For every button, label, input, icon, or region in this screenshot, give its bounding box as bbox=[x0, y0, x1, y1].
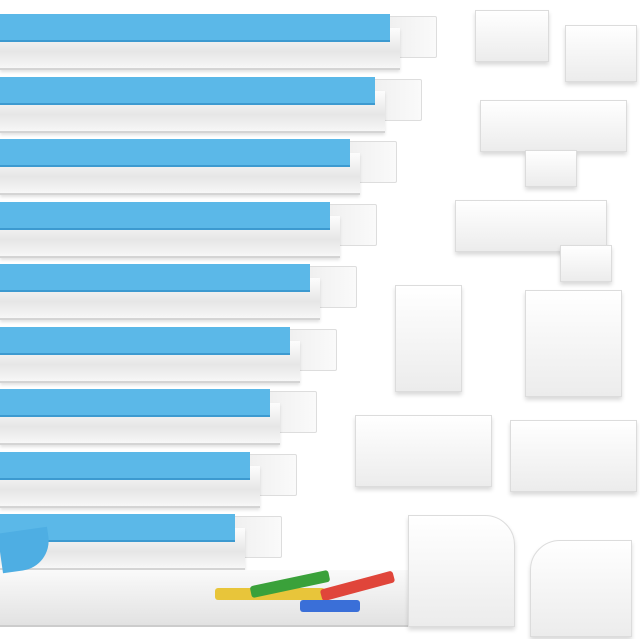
adhesive-tape bbox=[0, 326, 290, 353]
adhesive-tape bbox=[0, 76, 375, 103]
tee-fitting-2 bbox=[455, 200, 607, 252]
peeled-tape bbox=[0, 526, 53, 574]
tee-fitting-1-stem bbox=[525, 150, 577, 187]
tee-fitting-2-stem bbox=[560, 245, 612, 282]
adhesive-tape bbox=[0, 139, 350, 165]
outside-corner-2 bbox=[530, 540, 632, 637]
flat-elbow-1 bbox=[355, 415, 492, 487]
end-cap-2 bbox=[565, 25, 637, 82]
flat-elbow-2 bbox=[510, 420, 637, 492]
adhesive-tape bbox=[0, 389, 270, 415]
adhesive-tape bbox=[0, 14, 390, 40]
adhesive-tape bbox=[0, 201, 330, 228]
end-cap-1 bbox=[475, 10, 549, 62]
tee-fitting-1 bbox=[480, 100, 627, 152]
adhesive-tape bbox=[0, 451, 250, 478]
cable-blue bbox=[300, 600, 360, 612]
adhesive-tape bbox=[0, 264, 310, 290]
inside-corner-2 bbox=[525, 290, 622, 397]
outside-corner-1 bbox=[408, 515, 515, 627]
open-raceway-with-cables bbox=[0, 526, 420, 630]
inside-corner-1 bbox=[395, 285, 462, 392]
